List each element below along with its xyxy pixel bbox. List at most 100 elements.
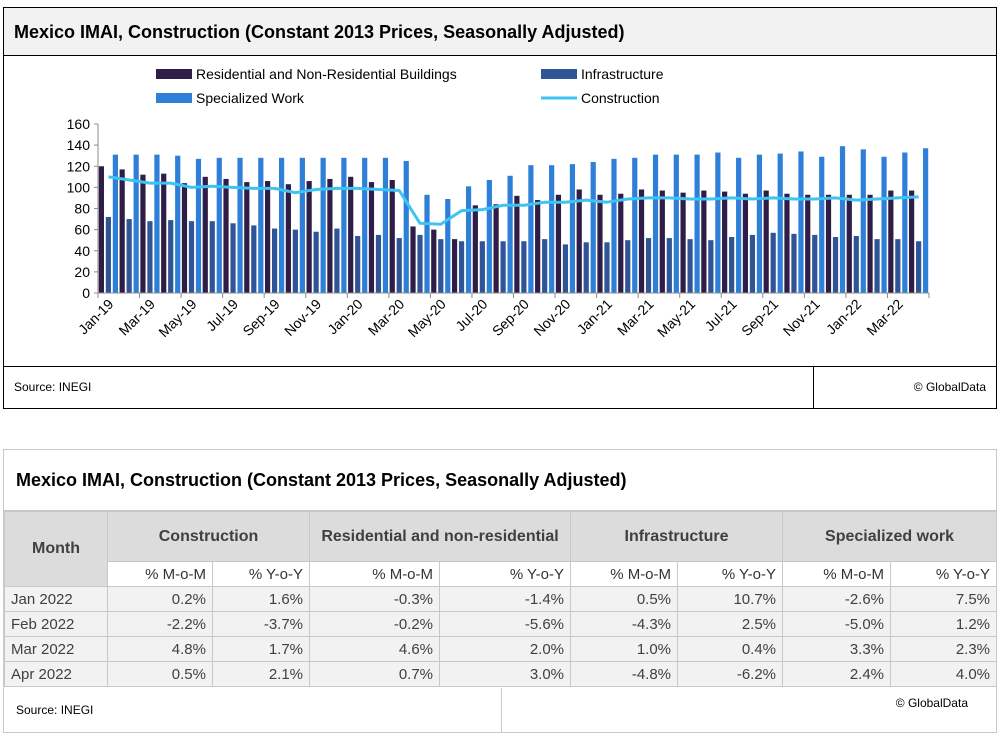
- y-tick-label: 120: [67, 158, 91, 174]
- x-tick-label: Nov-21: [780, 296, 823, 339]
- y-tick-label: 40: [74, 243, 90, 259]
- subheader: % M-o-M: [782, 561, 892, 587]
- y-tick-label: 80: [74, 201, 90, 217]
- bar: [445, 198, 451, 293]
- bar: [493, 204, 499, 293]
- bar: [438, 239, 444, 293]
- bar: [846, 194, 852, 293]
- bar: [382, 157, 389, 293]
- bar: [278, 157, 285, 293]
- bar: [839, 146, 846, 293]
- y-tick-label: 140: [67, 137, 91, 153]
- x-tick-label: Mar-20: [365, 296, 408, 339]
- bar: [105, 216, 111, 293]
- table-cell: 3.3%: [782, 636, 892, 662]
- bar: [223, 178, 229, 293]
- bar: [618, 193, 624, 293]
- bar: [576, 189, 582, 293]
- bar: [742, 193, 749, 293]
- x-tick-label: Mar-19: [115, 296, 158, 339]
- row-month: Jan 2022: [4, 586, 108, 612]
- x-tick-label: Jul-20: [452, 296, 490, 334]
- bar: [375, 234, 382, 293]
- chart-credit: © GlobalData: [913, 380, 986, 394]
- bar: [763, 190, 769, 293]
- bar: [458, 241, 465, 293]
- bar: [825, 194, 832, 293]
- bar: [147, 221, 153, 293]
- table-cell: 1.2%: [890, 611, 998, 637]
- bar: [299, 157, 305, 293]
- bar: [895, 239, 901, 293]
- table-cell: 1.6%: [211, 586, 311, 612]
- x-tick-label: Mar-21: [614, 296, 657, 339]
- bar: [798, 151, 804, 293]
- bar: [562, 244, 569, 293]
- bar: [535, 200, 541, 293]
- subheader: % M-o-M: [570, 561, 679, 587]
- table-cell: -0.3%: [309, 586, 441, 612]
- bar: [195, 158, 202, 293]
- bar: [819, 156, 825, 293]
- bar: [632, 157, 638, 293]
- subheader: % Y-o-Y: [439, 561, 572, 587]
- bar: [923, 148, 929, 293]
- group-header-infrastructure: Infrastructure: [570, 511, 784, 562]
- bar: [867, 194, 873, 293]
- month-header: Month: [4, 511, 108, 587]
- y-tick-label: 20: [74, 264, 90, 280]
- bar: [652, 154, 659, 293]
- bar: [694, 154, 700, 293]
- row-month: Feb 2022: [4, 611, 108, 637]
- bar: [140, 174, 146, 293]
- bar: [216, 157, 222, 293]
- bar: [528, 165, 534, 293]
- bar: [168, 220, 174, 293]
- table-cell: -0.2%: [309, 611, 441, 637]
- table-cell: -2.6%: [782, 586, 892, 612]
- bar: [417, 234, 423, 293]
- table-cell: 4.8%: [107, 636, 213, 662]
- table-cell: 4.6%: [309, 636, 441, 662]
- table-cell: 7.5%: [890, 586, 998, 612]
- group-header-construction: Construction: [106, 511, 311, 562]
- subheader: % Y-o-Y: [211, 561, 311, 587]
- legend-label: Construction: [581, 90, 660, 106]
- bar: [881, 156, 887, 293]
- x-tick-label: Jul-21: [701, 296, 739, 334]
- table-cell: -4.8%: [570, 661, 679, 687]
- bar: [202, 176, 208, 293]
- table-row: Jan 2022 0.2% 1.6% -0.3% -1.4% 0.5% 10.7% -2.6%…: [4, 586, 998, 612]
- table-cell: 10.7%: [677, 586, 784, 612]
- subheader: % M-o-M: [309, 561, 441, 587]
- bar: [175, 155, 181, 293]
- bar: [874, 239, 880, 293]
- y-tick-label: 60: [74, 222, 90, 238]
- bar: [403, 160, 409, 293]
- x-tick-label: May-20: [405, 296, 449, 340]
- table-panel: Mexico IMAI, Construction (Constant 2013…: [3, 449, 998, 733]
- subheader: % Y-o-Y: [890, 561, 998, 587]
- chart-title: Mexico IMAI, Construction (Constant 2013…: [4, 8, 996, 56]
- bar: [507, 175, 513, 293]
- bar: [320, 157, 326, 293]
- table-cell: 1.0%: [570, 636, 679, 662]
- bar: [486, 179, 492, 293]
- bar: [230, 223, 236, 293]
- bar: [251, 225, 257, 293]
- bar: [749, 234, 756, 293]
- group-header-specialized: Specialized work: [782, 511, 998, 562]
- table-cell: 2.1%: [211, 661, 311, 687]
- x-tick-label: Jan-21: [574, 296, 616, 338]
- x-tick-label: Jan-19: [75, 296, 117, 338]
- table-cell: 2.5%: [677, 611, 784, 637]
- bar: [569, 164, 576, 293]
- table-cell: -4.3%: [570, 611, 679, 637]
- bar: [368, 182, 375, 293]
- bar: [860, 149, 866, 293]
- bar: [659, 190, 665, 293]
- table-cell: 4.0%: [890, 661, 998, 687]
- bar: [645, 238, 652, 293]
- bar: [611, 158, 617, 293]
- bar: [736, 157, 742, 293]
